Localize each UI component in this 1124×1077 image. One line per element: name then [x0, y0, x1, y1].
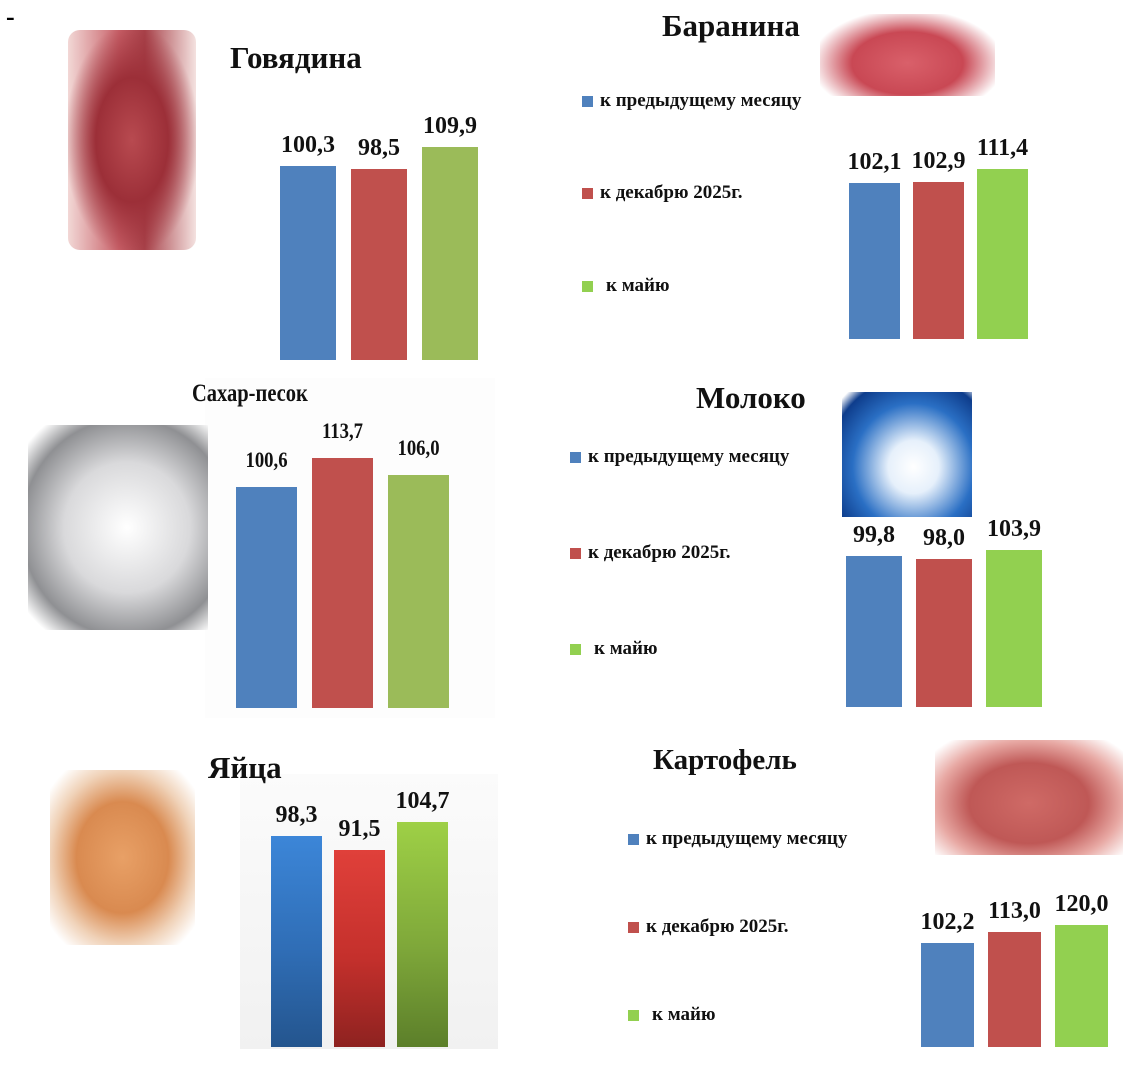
bar-eggs-3 [397, 822, 448, 1047]
bar-potato-1 [921, 943, 974, 1047]
bar-beef-2 [351, 169, 407, 360]
sugar-spoon-photo-icon [28, 425, 208, 630]
chart-title-milk: Молоко [696, 380, 806, 415]
eggs-tray-photo-icon [50, 770, 195, 945]
legend-potato-prev-month: к предыдущему месяцу [628, 828, 847, 850]
data-label-lamb-1: 102,1 [847, 149, 902, 175]
data-label-eggs-3: 104,7 [395, 788, 450, 814]
legend-label: к майю [606, 275, 670, 296]
data-label-milk-3: 103,9 [987, 516, 1041, 542]
bar-milk-2 [916, 559, 972, 707]
legend-label: к предыдущему месяцу [588, 446, 790, 467]
data-label-eggs-2: 91,5 [338, 816, 381, 842]
chart-title-lamb: Баранина [662, 8, 800, 43]
legend-milk-december: к декабрю 2025г. [570, 542, 730, 564]
legend-lamb-december: к декабрю 2025г. [582, 182, 742, 204]
data-label-sugar-1: 100,6 [245, 447, 288, 472]
chart-title-beef: Говядина [230, 40, 362, 75]
legend-swatch-red [628, 921, 639, 933]
top-dash: - [6, 2, 15, 31]
data-label-potato-1: 102,2 [920, 909, 975, 935]
bar-sugar-1 [236, 487, 297, 708]
bar-milk-3 [986, 550, 1042, 707]
data-label-milk-1: 99,8 [853, 522, 895, 548]
legend-potato-december: к декабрю 2025г. [628, 916, 788, 938]
bar-beef-1 [280, 166, 336, 360]
bar-potato-2 [988, 932, 1041, 1047]
data-label-lamb-3: 111,4 [976, 135, 1029, 161]
bar-beef-3 [422, 147, 478, 360]
legend-label: к майю [594, 638, 658, 659]
data-label-sugar-3: 106,0 [397, 435, 440, 460]
legend-swatch-green [570, 643, 581, 655]
data-label-eggs-1: 98,3 [275, 802, 318, 828]
bar-eggs-1 [271, 836, 322, 1047]
legend-swatch-red [570, 547, 581, 559]
chart-title-potato: Картофель [653, 744, 797, 776]
bar-eggs-2 [334, 850, 385, 1047]
legend-label: к декабрю 2025г. [600, 182, 743, 203]
legend-swatch-green [582, 280, 593, 292]
legend-lamb-may: к майю [582, 275, 669, 297]
lamb-rack-photo-icon [820, 14, 995, 96]
legend-label: к декабрю 2025г. [588, 542, 731, 563]
data-label-lamb-2: 102,9 [911, 148, 966, 174]
data-label-potato-2: 113,0 [988, 898, 1041, 924]
legend-swatch-green [628, 1009, 639, 1021]
legend-swatch-blue [582, 95, 593, 107]
bar-sugar-3 [388, 475, 449, 708]
legend-label: к майю [652, 1004, 716, 1025]
chart-title-eggs: Яйца [208, 750, 282, 785]
bar-lamb-2 [913, 182, 964, 339]
legend-milk-may: к майю [570, 638, 657, 660]
legend-swatch-blue [628, 833, 639, 845]
legend-potato-may: к майю [628, 1004, 715, 1026]
data-label-potato-3: 120,0 [1054, 891, 1109, 917]
bar-lamb-1 [849, 183, 900, 339]
bar-milk-1 [846, 556, 902, 707]
legend-label: к предыдущему месяцу [600, 90, 802, 111]
chart-title-sugar: Сахар-песок [192, 380, 308, 407]
bar-potato-3 [1055, 925, 1108, 1047]
legend-label: к декабрю 2025г. [646, 916, 789, 937]
legend-swatch-red [582, 187, 593, 199]
potatoes-photo-icon [935, 740, 1123, 855]
data-label-beef-3: 109,9 [423, 113, 477, 139]
bar-lamb-3 [977, 169, 1028, 339]
milk-splash-photo-icon [842, 392, 972, 517]
data-label-beef-1: 100,3 [281, 132, 335, 158]
data-label-beef-2: 98,5 [358, 135, 400, 161]
legend-label: к предыдущему месяцу [646, 828, 848, 849]
legend-swatch-blue [570, 451, 581, 463]
beef-carcass-photo-icon [68, 30, 196, 250]
data-label-sugar-2: 113,7 [321, 418, 364, 443]
legend-lamb-prev-month: к предыдущему месяцу [582, 90, 801, 112]
data-label-milk-2: 98,0 [923, 525, 965, 551]
bar-sugar-2 [312, 458, 373, 708]
legend-milk-prev-month: к предыдущему месяцу [570, 446, 789, 468]
